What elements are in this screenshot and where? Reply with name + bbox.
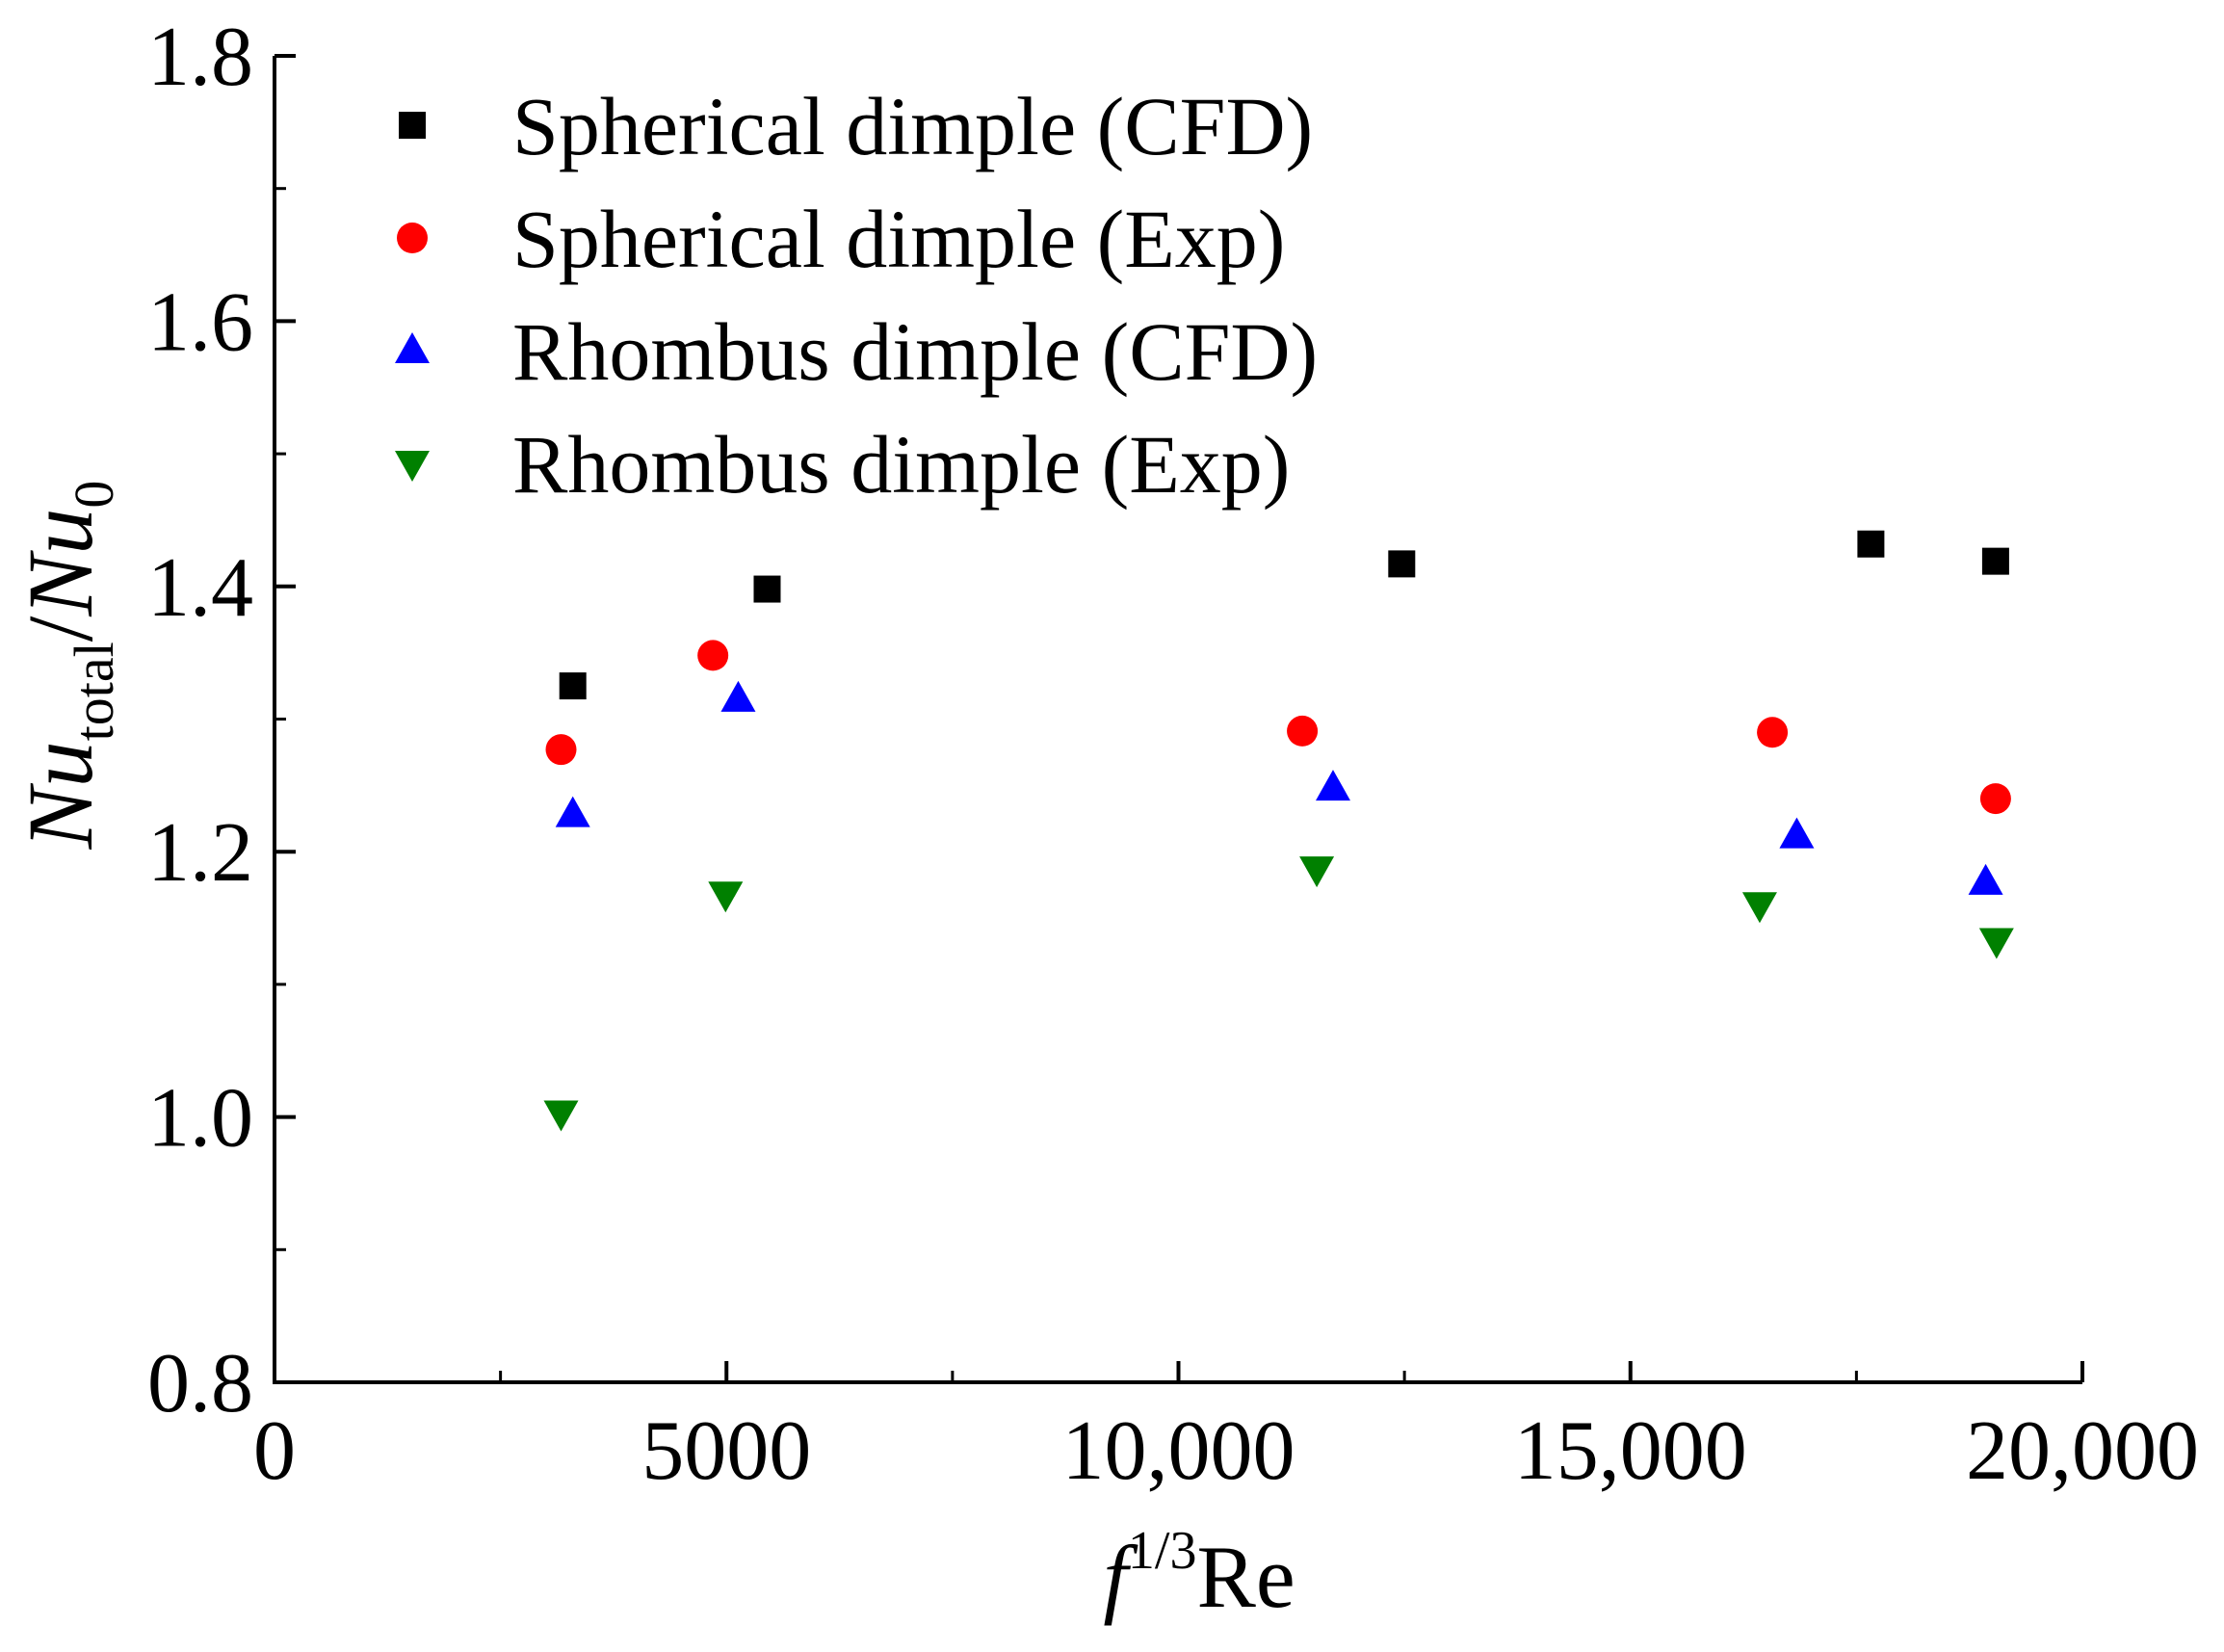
y-tick-label: 1.4: [147, 541, 253, 635]
data-point-triangle-down-marker: [543, 1100, 579, 1132]
y-axis-title-nu: Nu: [9, 741, 112, 850]
legend-square-marker: [399, 112, 426, 139]
x-tick-label: 0: [253, 1404, 296, 1498]
data-point-circle-marker: [545, 734, 577, 766]
x-tick-label: 5000: [641, 1404, 811, 1498]
series-1: [545, 640, 2011, 815]
data-point-circle-marker: [1287, 715, 1319, 747]
y-tick-label: 0.8: [147, 1337, 253, 1430]
y-axis-title-sub-zero: 0: [63, 481, 125, 509]
axes: 0 5000 10,000 15,000 20,000 0.8 1.0 1.2 1.4 1.6 1.…: [147, 11, 2199, 1498]
legend-label: Spherical dimple (Exp): [512, 193, 1285, 285]
data-point-triangle-up-marker: [720, 680, 756, 712]
y-tick-label: 1.6: [147, 275, 253, 369]
y-tick-label: 1.8: [147, 11, 253, 104]
data-point-triangle-up-marker: [1968, 863, 2003, 895]
legend-label: Spherical dimple (CFD): [512, 80, 1313, 172]
data-point-square-marker: [1388, 550, 1416, 578]
y-axis-title: Nutotal/Nu0: [9, 481, 125, 851]
legend-triangle-up-marker: [395, 332, 430, 363]
data-point-triangle-up-marker: [555, 796, 590, 827]
data-points: [543, 530, 2014, 1132]
legend-entry: Spherical dimple (Exp): [397, 193, 1285, 285]
series-0: [559, 530, 2009, 700]
y-axis-title-slash: /: [9, 616, 112, 642]
data-point-square-marker: [1981, 547, 2009, 575]
y-tick-label: 1.2: [147, 806, 253, 900]
data-point-triangle-up-marker: [1779, 817, 1815, 849]
x-axis-title: f1/3Re: [1103, 1521, 1295, 1626]
x-axis-title-re: Re: [1196, 1528, 1295, 1626]
legend-label: Rhombus dimple (CFD): [512, 305, 1318, 398]
x-axis-title-exponent: 1/3: [1128, 1521, 1197, 1581]
data-point-circle-marker: [697, 640, 729, 671]
data-point-triangle-up-marker: [1315, 770, 1350, 801]
legend-label: Rhombus dimple (Exp): [512, 418, 1290, 511]
data-point-triangle-down-marker: [1978, 928, 2014, 959]
data-point-square-marker: [1857, 530, 1885, 558]
x-tick-label: 15,000: [1514, 1404, 1747, 1498]
legend-entry: Spherical dimple (CFD): [399, 80, 1313, 172]
data-point-triangle-down-marker: [1741, 892, 1777, 924]
series-2: [555, 680, 2003, 895]
data-point-square-marker: [753, 575, 781, 603]
series-3: [543, 856, 2014, 1132]
legend-entry: Rhombus dimple (Exp): [395, 418, 1290, 511]
legend-triangle-down-marker: [395, 451, 430, 482]
y-tick-label: 1.0: [147, 1072, 253, 1166]
y-axis-title-nu0: Nu: [9, 509, 112, 617]
y-axis-title-sub-total: total: [63, 642, 125, 741]
data-point-circle-marker: [1757, 717, 1789, 748]
x-tick-label: 20,000: [1966, 1404, 2199, 1498]
legend-entry: Rhombus dimple (CFD): [395, 305, 1318, 398]
data-point-square-marker: [559, 672, 587, 700]
legend-circle-marker: [397, 223, 428, 253]
data-point-triangle-down-marker: [1299, 856, 1335, 888]
legend: Spherical dimple (CFD) Spherical dimple (…: [395, 80, 1318, 511]
data-point-triangle-down-marker: [708, 881, 744, 913]
x-tick-label: 10,000: [1062, 1404, 1295, 1498]
data-point-circle-marker: [1979, 783, 2011, 815]
